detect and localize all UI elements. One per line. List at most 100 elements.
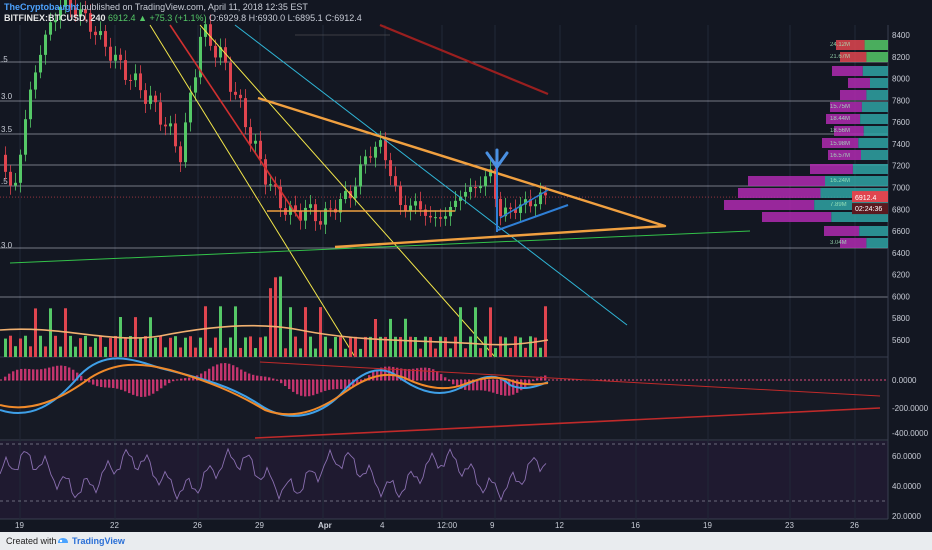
volume-bar [454,336,457,357]
macd-histogram-bar [44,368,47,381]
volume-bar [324,336,327,357]
candle-body [59,6,62,21]
macd-histogram-bar [236,367,239,381]
candle-body [429,215,432,218]
volume-bar [404,318,407,357]
ohlc-high: H:6930.0 [248,13,286,23]
author-name[interactable]: TheCryptobaught [4,2,79,12]
volume-profile-label: 3.04M [830,240,847,246]
volume-bar [49,308,52,357]
macd-histogram-bar [140,380,143,397]
candle-body [369,156,372,158]
macd-histogram-bar [112,380,115,389]
yellow-trendline [199,24,496,358]
macd-histogram-bar [156,380,159,392]
candle-body [159,102,162,125]
macd-histogram-bar [440,374,443,381]
macd-histogram-bar [428,368,431,381]
volume-bar [244,337,247,357]
candle-body [194,77,197,93]
volume-bar [264,336,267,357]
volume-bar [219,306,222,357]
macd-histogram-bar [500,380,503,396]
red-trendline-upper [379,23,549,96]
cyan-trendline [234,24,628,326]
macd-histogram-bar [432,369,435,381]
candle-body [289,205,292,215]
rsi-tick-label: 40.0000 [892,482,921,491]
candle-body [319,221,322,225]
volume-bar [189,336,192,357]
macd-histogram-bar [56,365,59,381]
price-tick-label: 6600 [892,227,910,236]
macd-histogram-bar [72,369,75,381]
macd-histogram-bar [448,380,451,382]
candle-body [304,207,307,221]
volume-bar [104,346,107,357]
macd-histogram-bar [248,373,251,381]
volume-bar [429,337,432,357]
volume-bar [339,336,342,357]
volume-profile-label: 16.57M [830,153,850,159]
fib-label: .5 [1,55,8,64]
macd-histogram-bar [532,380,535,382]
macd-histogram-bar [484,380,487,391]
volume-bar [79,338,82,357]
macd-histogram-bar [216,364,219,381]
volume-profile-bar [831,212,888,222]
candle-body [224,47,227,63]
volume-profile-bar [748,176,825,186]
volume-bar [519,337,522,357]
volume-profile-label: 18.56M [830,128,850,134]
candles-group [4,0,547,234]
candle-body [89,13,92,32]
candle-body [314,204,317,222]
macd-histogram-bar [384,366,387,381]
volume-bar [69,335,72,357]
volume-profile-bar [862,66,888,76]
chart-canvas: .5 3.0 3.5 .5 3.0 8400 8200 8000 7800 7600 7400 720… [0,0,929,530]
volume-bar [544,306,547,357]
price-tick-label: 6800 [892,205,910,214]
macd-histogram-bar [152,380,155,394]
fib-label: .5 [1,177,8,186]
candle-body [19,154,22,183]
volume-bar [224,347,227,357]
volume-bar [139,337,142,357]
macd-histogram-bar [48,367,51,381]
volume-bar [39,335,42,357]
macd-histogram-bar [340,380,343,390]
volume-bar [409,336,412,357]
symbol-label[interactable]: BITFINEX:BTCUSD, 240 [4,13,106,23]
price-tick-label: 7400 [892,140,910,149]
candle-body [494,169,497,199]
volume-bar [174,336,177,357]
macd-histogram-bar [200,373,203,381]
x-tick-label: 4 [380,521,385,530]
volume-bar [254,348,257,357]
volume-profile-bar [840,52,867,62]
candle-body [199,36,202,78]
candle-body [379,140,382,147]
tradingview-brand[interactable]: TradingView [72,536,125,546]
macd-histogram-bar [8,373,11,381]
candle-body [329,208,332,210]
candle-body [509,207,512,209]
volume-bar [24,335,27,357]
macd-tick-label: -200.0000 [892,404,929,413]
volume-bar [9,335,12,357]
candle-body [459,196,462,201]
candle-body [219,47,222,58]
macd-histogram-bar [284,380,287,387]
candle-body [79,9,82,17]
volume-group [4,276,547,357]
volume-bar [274,277,277,357]
candle-body [94,31,97,36]
macd-histogram-bar [416,368,419,381]
candle-body [124,60,127,80]
candle-body [164,124,167,127]
macd-histogram-bar [232,365,235,381]
macd-histogram-bar [52,366,55,381]
candle-body [464,191,467,197]
macd-histogram-bar [472,380,475,391]
